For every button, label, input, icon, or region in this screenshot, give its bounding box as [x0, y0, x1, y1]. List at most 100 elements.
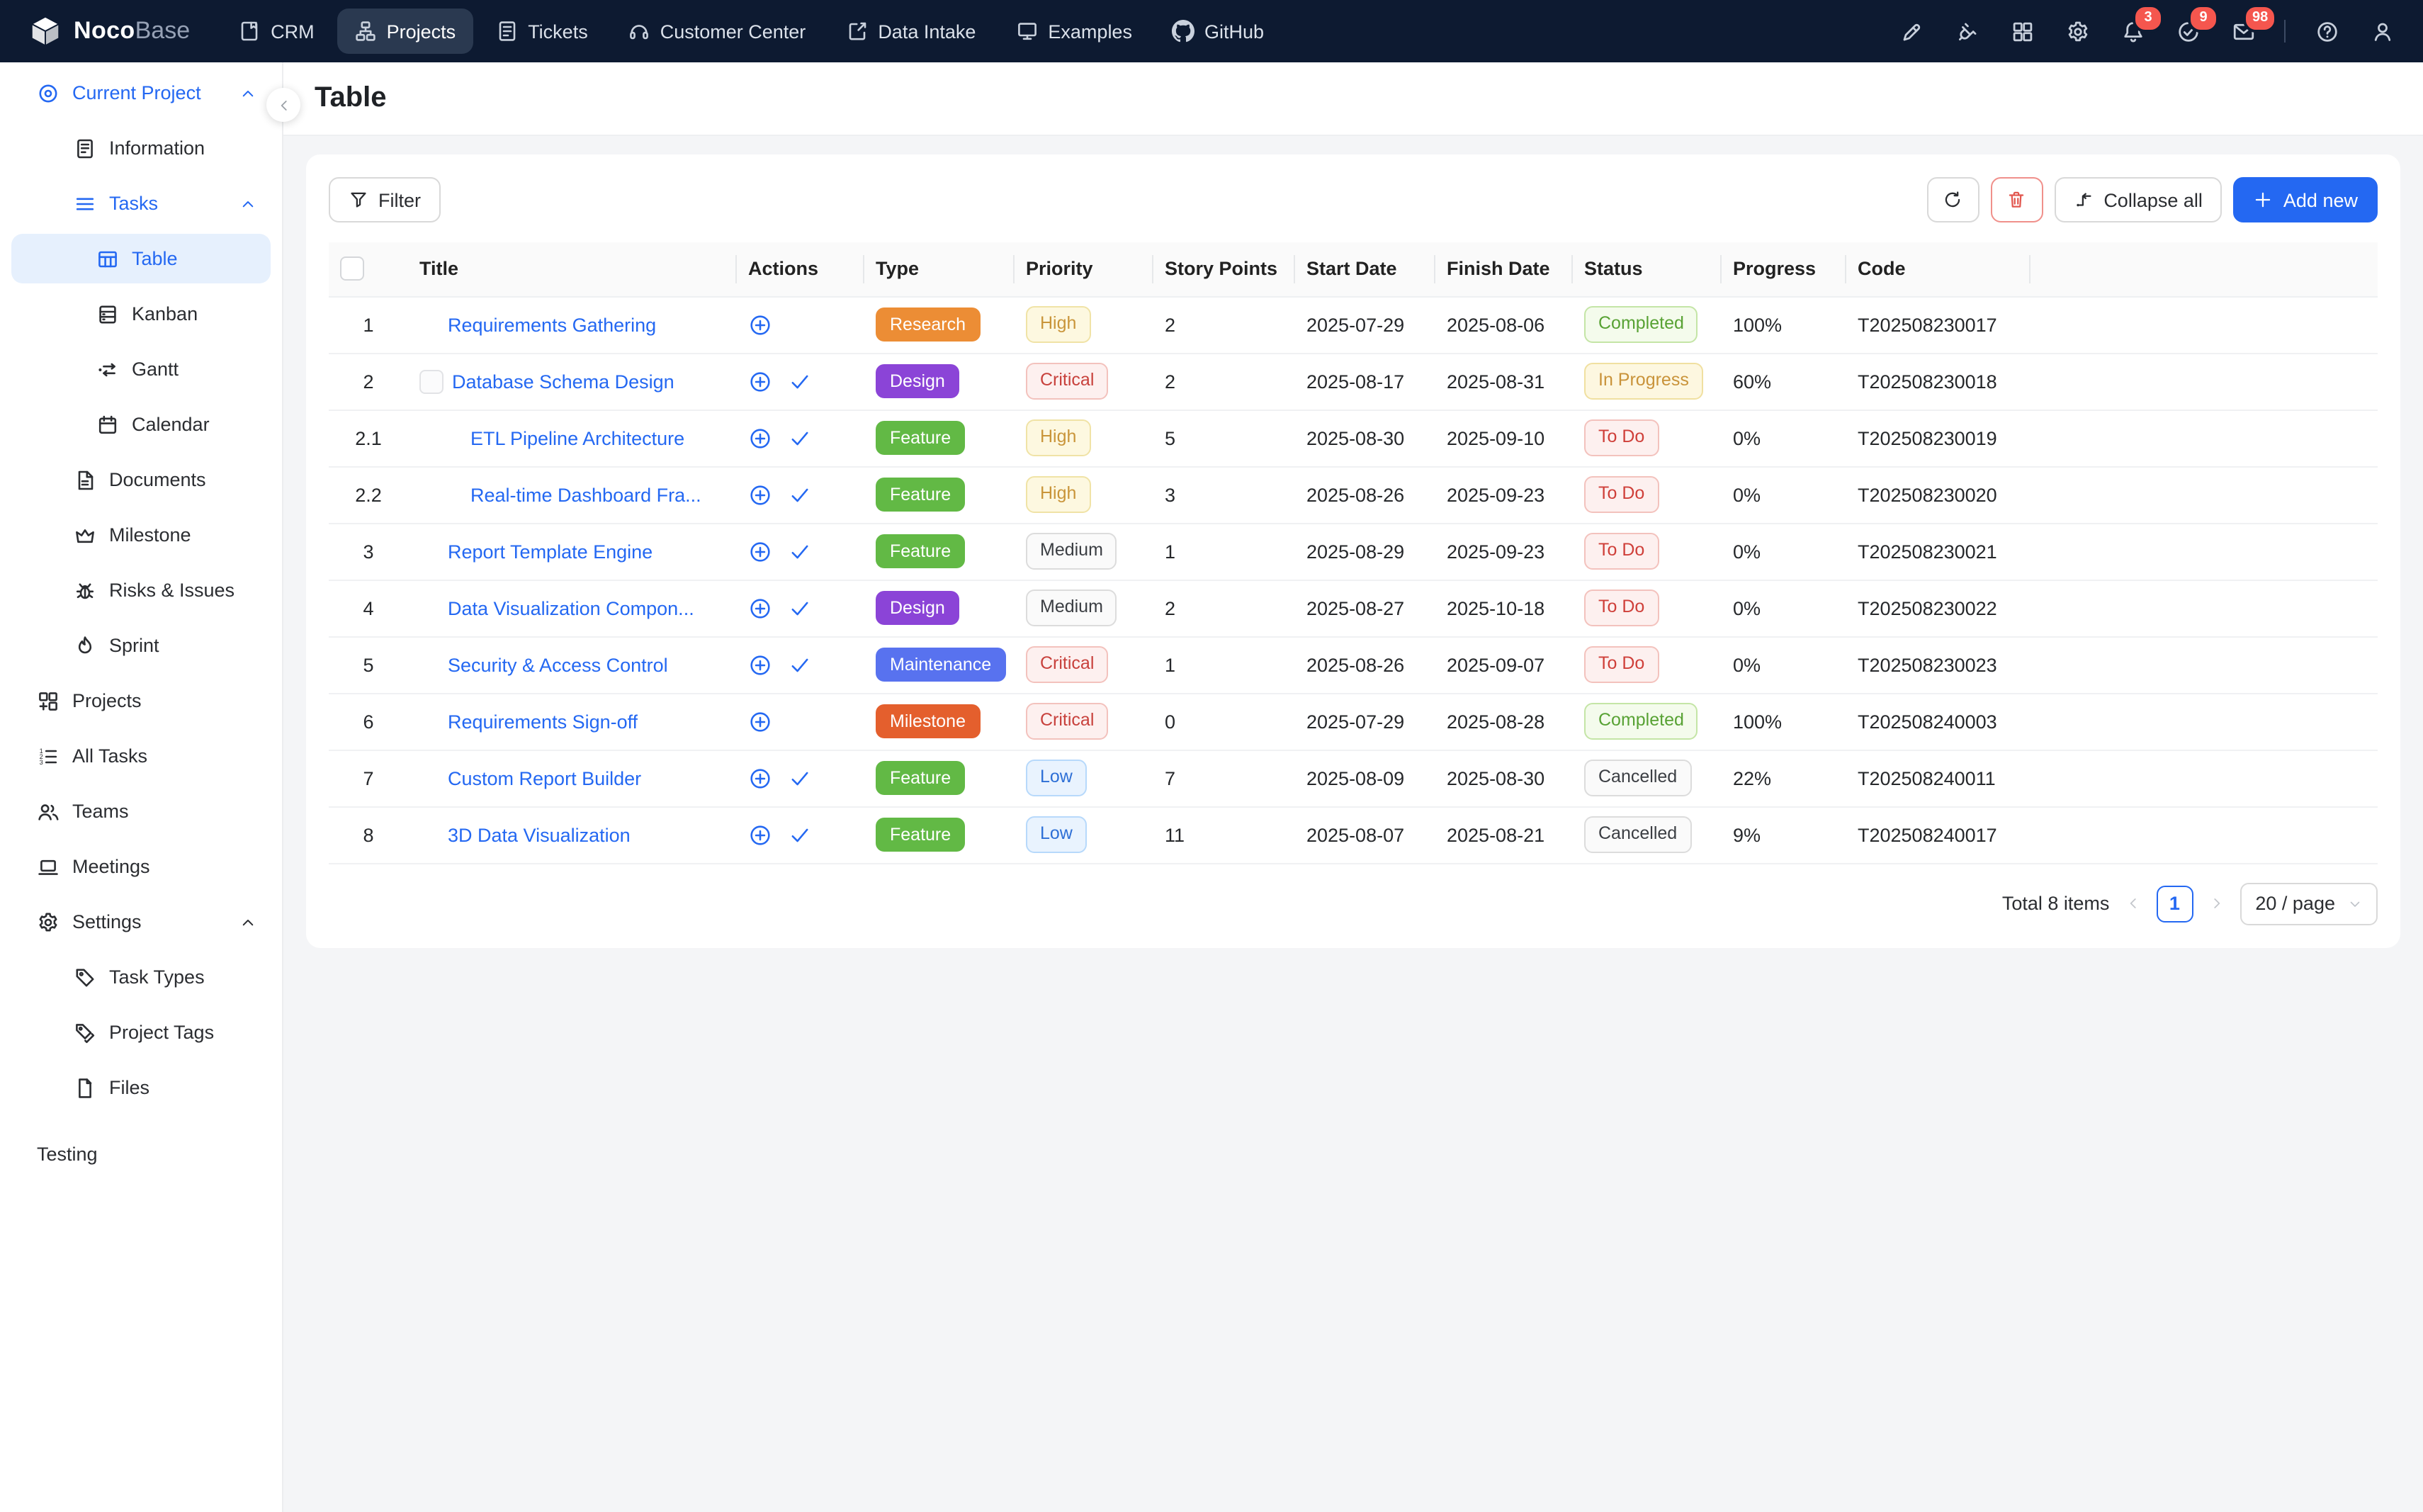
sidebar-item-teams[interactable]: Teams [11, 786, 271, 836]
nav-item-label: GitHub [1204, 21, 1264, 42]
sidebar-item-files[interactable]: Files [11, 1063, 271, 1112]
task-title-link[interactable]: Requirements Sign-off [448, 711, 638, 732]
sidebar-item-project-tags[interactable]: Project Tags [11, 1008, 271, 1057]
sidebar-item-sprint[interactable]: Sprint [11, 621, 271, 670]
form-edit-icon [845, 20, 868, 43]
refresh-button[interactable] [1926, 177, 1979, 222]
sidebar-item-information[interactable]: Information [11, 123, 271, 173]
add-subtask-icon[interactable] [748, 653, 772, 677]
add-subtask-icon[interactable] [748, 539, 772, 563]
sidebar-item-table[interactable]: Table [11, 234, 271, 283]
sidebar-item-documents[interactable]: Documents [11, 455, 271, 504]
nav-item-customer-center[interactable]: Customer Center [611, 9, 823, 54]
task-title-link[interactable]: Data Visualization Compon... [448, 597, 694, 619]
complete-task-icon[interactable] [788, 766, 812, 790]
nav-item-examples[interactable]: Examples [998, 9, 1149, 54]
user-button[interactable] [2361, 11, 2403, 51]
plugin-button[interactable] [1945, 11, 1988, 51]
complete-task-icon[interactable] [788, 653, 812, 677]
add-subtask-icon[interactable] [748, 823, 772, 847]
task-title-link[interactable]: Requirements Gathering [448, 314, 656, 335]
add-new-button[interactable]: Add new [2234, 177, 2378, 222]
complete-task-icon[interactable] [788, 823, 812, 847]
brand-logo[interactable]: NocoBase [28, 14, 190, 48]
sidebar-item-projects[interactable]: Projects [11, 676, 271, 726]
title-wrap: Requirements Gathering [419, 314, 725, 335]
table-row-5: 5Security & Access ControlMaintenanceCri… [329, 636, 2378, 693]
collapse-row-toggle[interactable] [419, 369, 444, 393]
nav-item-data-intake[interactable]: Data Intake [828, 9, 993, 54]
help-button[interactable] [2305, 11, 2348, 51]
complete-task-icon[interactable] [788, 539, 812, 563]
status-badge: To Do [1584, 420, 1659, 456]
status-cell: To Do [1573, 636, 1722, 693]
messages-mail-button[interactable]: 98 [2222, 11, 2264, 51]
brand-name-light: Base [135, 17, 191, 44]
settings-gear-button[interactable] [2056, 11, 2099, 51]
sidebar-item-kanban[interactable]: Kanban [11, 289, 271, 339]
collapse-all-button[interactable]: Collapse all [2054, 177, 2223, 222]
task-title-link[interactable]: Real-time Dashboard Fra... [470, 484, 701, 505]
notifications-bell-button[interactable]: 3 [2111, 11, 2154, 51]
complete-task-icon[interactable] [788, 369, 812, 393]
next-page-icon[interactable] [2208, 896, 2224, 911]
sidebar-item-current-project[interactable]: Current Project [11, 68, 271, 118]
delete-button[interactable] [1990, 177, 2043, 222]
sidebar-item-calendar[interactable]: Calendar [11, 400, 271, 449]
task-title-link[interactable]: Database Schema Design [452, 371, 674, 392]
add-subtask-icon[interactable] [748, 766, 772, 790]
add-subtask-icon[interactable] [748, 312, 772, 337]
nav-item-github[interactable]: GitHub [1155, 9, 1281, 54]
sidebar-item-testing[interactable]: Testing [11, 1129, 271, 1179]
table-row-6: 6Requirements Sign-offMilestoneCritical0… [329, 693, 2378, 750]
sidebar-item-task-types[interactable]: Task Types [11, 952, 271, 1002]
file-icon [74, 1076, 96, 1099]
sidebar-item-label: Settings [72, 911, 142, 932]
task-title-link[interactable]: Report Template Engine [448, 541, 653, 562]
sidebar-item-tasks[interactable]: Tasks [11, 179, 271, 228]
prev-page-icon[interactable] [2125, 896, 2140, 911]
nav-item-projects[interactable]: Projects [337, 9, 473, 54]
sidebar-item-settings[interactable]: Settings [11, 897, 271, 947]
type-cell: Feature [864, 466, 1015, 523]
design-pen-button[interactable] [1890, 11, 1933, 51]
complete-task-icon[interactable] [788, 483, 812, 507]
sidebar-item-milestone[interactable]: Milestone [11, 510, 271, 560]
add-subtask-icon[interactable] [748, 709, 772, 733]
add-subtask-icon[interactable] [748, 426, 772, 450]
finish-date-cell: 2025-08-31 [1435, 353, 1573, 410]
sidebar-item-gantt[interactable]: Gantt [11, 344, 271, 394]
sidebar-item-label: Meetings [72, 856, 150, 877]
page-size-select[interactable]: 20 / page [2240, 882, 2378, 925]
complete-task-icon[interactable] [788, 426, 812, 450]
column-header-finish-date: Finish Date [1435, 242, 1573, 296]
add-subtask-icon[interactable] [748, 369, 772, 393]
sidebar-item-all-tasks[interactable]: 123All Tasks [11, 731, 271, 781]
finish-date-cell: 2025-08-30 [1435, 750, 1573, 806]
select-all-checkbox[interactable] [340, 257, 364, 281]
app: NocoBase CRMProjectsTicketsCustomer Cent… [0, 0, 2423, 1512]
complete-task-icon[interactable] [788, 596, 812, 620]
nav-item-tickets[interactable]: Tickets [478, 9, 605, 54]
sidebar-item-risks-issues[interactable]: Risks & Issues [11, 565, 271, 615]
title-cell: Custom Report Builder [408, 750, 737, 806]
page-number-button[interactable]: 1 [2156, 885, 2193, 922]
nav-item-crm[interactable]: CRM [221, 9, 332, 54]
task-title-link[interactable]: ETL Pipeline Architecture [470, 427, 684, 448]
priority-badge: Critical [1026, 704, 1108, 740]
start-date-cell: 2025-08-27 [1295, 580, 1435, 636]
task-title-link[interactable]: Custom Report Builder [448, 767, 641, 789]
blocks-button[interactable] [2001, 11, 2043, 51]
title-cell: Security & Access Control [408, 636, 737, 693]
sidebar-collapse-button[interactable] [266, 88, 300, 122]
filter-button[interactable]: Filter [329, 177, 441, 222]
task-title-link[interactable]: 3D Data Visualization [448, 824, 631, 845]
calendar-icon [96, 413, 119, 436]
add-subtask-icon[interactable] [748, 483, 772, 507]
todo-check-button[interactable]: 9 [2167, 11, 2209, 51]
priority-cell: High [1015, 466, 1153, 523]
nocobase-logo-icon [28, 14, 62, 48]
add-subtask-icon[interactable] [748, 596, 772, 620]
sidebar-item-meetings[interactable]: Meetings [11, 842, 271, 891]
task-title-link[interactable]: Security & Access Control [448, 654, 668, 675]
